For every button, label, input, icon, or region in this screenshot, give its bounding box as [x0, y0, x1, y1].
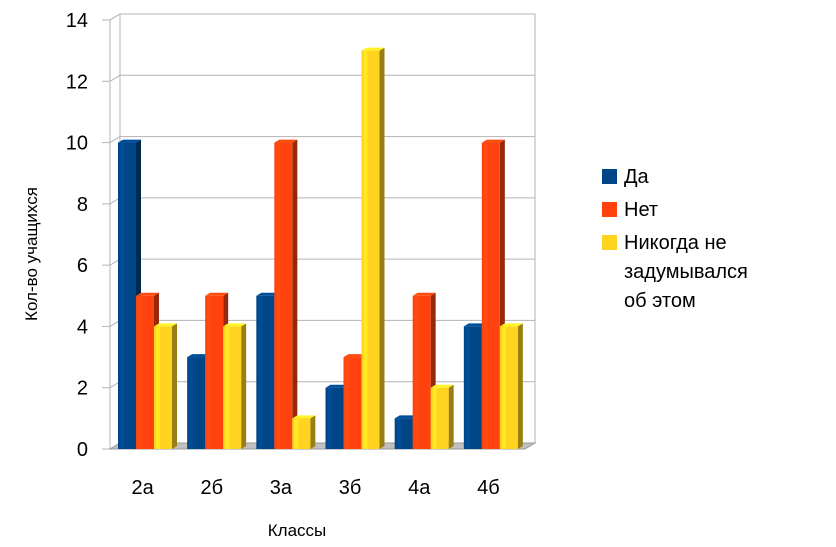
bar-side	[172, 323, 177, 449]
y-tick-label: 0	[77, 439, 88, 461]
bar-top	[394, 415, 418, 419]
bar-highlight	[363, 50, 368, 450]
bar-top	[223, 323, 247, 327]
bar-highlight	[294, 418, 299, 449]
x-tick-label: 2б	[200, 477, 223, 499]
bar-top	[361, 47, 385, 51]
bar-top	[412, 292, 436, 296]
bar-top	[430, 384, 454, 388]
gridline	[109, 136, 535, 144]
bar-side	[448, 384, 454, 449]
bar	[292, 415, 316, 449]
bar-top	[274, 139, 298, 143]
legend-label: Нет	[624, 199, 659, 221]
bar-top	[481, 139, 505, 143]
y-tick-label: 10	[66, 133, 88, 155]
bar	[154, 323, 177, 449]
bar-highlight	[483, 142, 488, 450]
bar-highlight	[189, 357, 194, 449]
bar	[223, 323, 247, 449]
bar-top	[292, 415, 316, 419]
bar-highlight	[156, 326, 160, 449]
bar-top	[136, 292, 159, 296]
y-axis-label: Кол-во учащихся	[22, 187, 41, 321]
bar-side	[310, 415, 316, 449]
bar-side	[241, 323, 247, 449]
bar	[361, 47, 385, 450]
bar-highlight	[138, 295, 142, 449]
bar-top	[154, 323, 177, 327]
x-tick-label: 4б	[477, 477, 500, 499]
legend-label: Да	[624, 166, 649, 188]
bar-highlight	[276, 142, 281, 450]
legend-item: Нет	[602, 196, 832, 225]
legend-swatch	[602, 202, 617, 217]
legend: Да Нет Никогда не задумывался об этом	[602, 163, 832, 320]
bar-top	[118, 139, 141, 143]
y-tick-label: 8	[77, 194, 88, 216]
bar-top	[187, 354, 211, 358]
bar-top	[463, 323, 487, 327]
x-tick-label: 3а	[270, 477, 293, 499]
bar-top	[205, 292, 229, 296]
bar	[430, 384, 454, 449]
y-tick-labels: 0 2 4 6 8 10 12 14	[66, 10, 88, 461]
bar-highlight	[465, 326, 470, 449]
bar-highlight	[207, 295, 212, 449]
x-axis-label: Классы	[268, 521, 327, 540]
y-tick-label: 2	[77, 378, 88, 400]
gridline	[109, 13, 535, 21]
bar-highlight	[258, 295, 263, 449]
bar-highlight	[345, 357, 350, 449]
x-tick-label: 4а	[408, 477, 431, 499]
bar-top	[499, 323, 523, 327]
bars	[118, 47, 523, 450]
legend-item: Никогда не задумывался об этом	[602, 229, 832, 316]
bar-highlight	[501, 326, 506, 449]
x-tick-label: 3б	[339, 477, 362, 499]
bar-top	[343, 354, 367, 358]
bar	[499, 323, 523, 449]
gridline	[109, 74, 535, 82]
x-tick-label: 2а	[131, 477, 154, 499]
legend-swatch	[602, 235, 617, 250]
x-tick-labels: 2а 2б 3а 3б 4а 4б	[131, 477, 499, 499]
bar-highlight	[396, 418, 401, 449]
bar-top	[325, 384, 349, 388]
bar-side	[292, 139, 298, 450]
bar-side	[379, 47, 385, 450]
bar-side	[517, 323, 523, 449]
bar-highlight	[432, 387, 437, 449]
legend-item: Да	[602, 163, 832, 192]
legend-label: Никогда не задумывался об этом	[624, 232, 748, 312]
legend-swatch	[602, 169, 617, 184]
bar-highlight	[225, 326, 230, 449]
y-tick-label: 4	[77, 316, 88, 338]
bar-top	[256, 292, 280, 296]
bar-highlight	[327, 387, 332, 449]
bar	[274, 139, 298, 450]
y-tick-label: 6	[77, 255, 88, 277]
bar-highlight	[120, 142, 124, 450]
y-tick-label: 12	[66, 71, 88, 93]
bar-highlight	[414, 295, 419, 449]
y-tick-label: 14	[66, 10, 88, 32]
